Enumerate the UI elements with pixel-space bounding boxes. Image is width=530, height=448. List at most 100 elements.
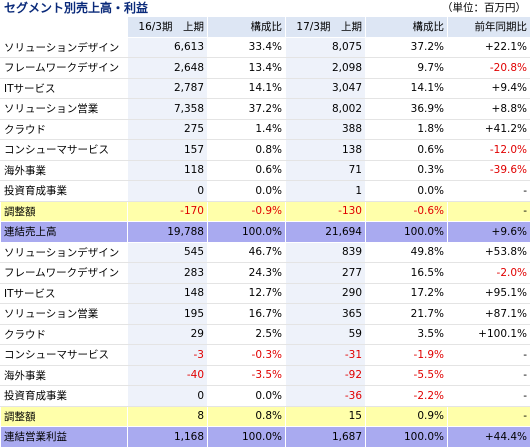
row-label: ソリューションデザイン	[1, 242, 128, 263]
table-cell: 13.4%	[208, 58, 286, 79]
row-label: 調整額	[1, 406, 128, 427]
table-cell: 8,002	[286, 99, 366, 120]
row-label: 海外事業	[1, 160, 128, 181]
table-cell: -	[448, 386, 530, 407]
table-cell: 148	[128, 283, 208, 304]
table-cell: 0.8%	[208, 406, 286, 427]
row-label: コンシューマサービス	[1, 345, 128, 366]
page-title: セグメント別売上高・利益	[4, 0, 148, 16]
table-cell: 138	[286, 140, 366, 161]
table-cell: 0.9%	[366, 406, 448, 427]
table-cell: 0	[128, 386, 208, 407]
row-label: ITサービス	[1, 283, 128, 304]
header-cell: 17/3期 上期	[286, 17, 366, 38]
table-cell: 16.7%	[208, 304, 286, 325]
table-cell: -20.8%	[448, 58, 530, 79]
header-row: 16/3期 上期 構成比 17/3期 上期 構成比 前年同期比	[1, 17, 530, 38]
table-cell: 157	[128, 140, 208, 161]
table-cell: -40	[128, 365, 208, 386]
table-cell: -	[448, 201, 530, 222]
table-cell: 0.6%	[208, 160, 286, 181]
row-label: 連結営業利益	[1, 427, 128, 448]
table-cell: 100.0%	[366, 222, 448, 243]
table-cell: 29	[128, 324, 208, 345]
header-cell: 16/3期 上期	[128, 17, 208, 38]
table-cell: 6,613	[128, 37, 208, 58]
row-label: クラウド	[1, 119, 128, 140]
table-cell: 37.2%	[208, 99, 286, 120]
table-cell: -36	[286, 386, 366, 407]
table-cell: 1,168	[128, 427, 208, 448]
table-cell: +87.1%	[448, 304, 530, 325]
table-cell: +9.6%	[448, 222, 530, 243]
table-cell: 0.0%	[208, 181, 286, 202]
header-blank	[1, 17, 128, 38]
table-cell: -0.6%	[366, 201, 448, 222]
table-cell: -0.9%	[208, 201, 286, 222]
table-row: 海外事業-40-3.5%-92-5.5%-	[1, 365, 530, 386]
table-cell: +44.4%	[448, 427, 530, 448]
table-cell: 0.0%	[366, 181, 448, 202]
table-cell: 275	[128, 119, 208, 140]
table-cell: 71	[286, 160, 366, 181]
table-cell: 2,787	[128, 78, 208, 99]
table-cell: -	[448, 181, 530, 202]
table-cell: 100.0%	[366, 427, 448, 448]
table-cell: 0.0%	[208, 386, 286, 407]
table-cell: 49.8%	[366, 242, 448, 263]
row-label: クラウド	[1, 324, 128, 345]
table-cell: 545	[128, 242, 208, 263]
table-cell: 2.5%	[208, 324, 286, 345]
row-label: ITサービス	[1, 78, 128, 99]
table-cell: +95.1%	[448, 283, 530, 304]
table-cell: 100.0%	[208, 427, 286, 448]
table-cell: 0	[128, 181, 208, 202]
table-cell: 8	[128, 406, 208, 427]
table-cell: 19,788	[128, 222, 208, 243]
unit-note: （単位：百万円）	[442, 0, 526, 16]
row-label: 投資育成事業	[1, 181, 128, 202]
row-label: ソリューションデザイン	[1, 37, 128, 58]
table-cell: 59	[286, 324, 366, 345]
header-cell: 構成比	[208, 17, 286, 38]
table-cell: 1	[286, 181, 366, 202]
table-cell: +100.1%	[448, 324, 530, 345]
table-cell: -3	[128, 345, 208, 366]
table-cell: 14.1%	[366, 78, 448, 99]
table-cell: 0.3%	[366, 160, 448, 181]
table-cell: 365	[286, 304, 366, 325]
table-cell: 7,358	[128, 99, 208, 120]
row-label: ソリューション営業	[1, 304, 128, 325]
adjustment-row: 調整額-170-0.9%-130-0.6%-	[1, 201, 530, 222]
segment-report: セグメント別売上高・利益 （単位：百万円） 16/3期 上期 構成比 17/3期…	[0, 0, 530, 424]
header-cell: 構成比	[366, 17, 448, 38]
table-cell: -	[448, 365, 530, 386]
row-label: 投資育成事業	[1, 386, 128, 407]
table-cell: 283	[128, 263, 208, 284]
table-cell: 1.4%	[208, 119, 286, 140]
table-cell: -2.0%	[448, 263, 530, 284]
table-cell: +8.8%	[448, 99, 530, 120]
table-cell: 3.5%	[366, 324, 448, 345]
table-cell: +41.2%	[448, 119, 530, 140]
table-cell: -5.5%	[366, 365, 448, 386]
table-cell: -1.9%	[366, 345, 448, 366]
row-label: 海外事業	[1, 365, 128, 386]
table-cell: 36.9%	[366, 99, 448, 120]
row-label: 調整額	[1, 201, 128, 222]
table-cell: 33.4%	[208, 37, 286, 58]
table-row: コンシューマサービス-3-0.3%-31-1.9%-	[1, 345, 530, 366]
table-cell: 21.7%	[366, 304, 448, 325]
row-label: フレームワークデザイン	[1, 263, 128, 284]
table-cell: 2,648	[128, 58, 208, 79]
